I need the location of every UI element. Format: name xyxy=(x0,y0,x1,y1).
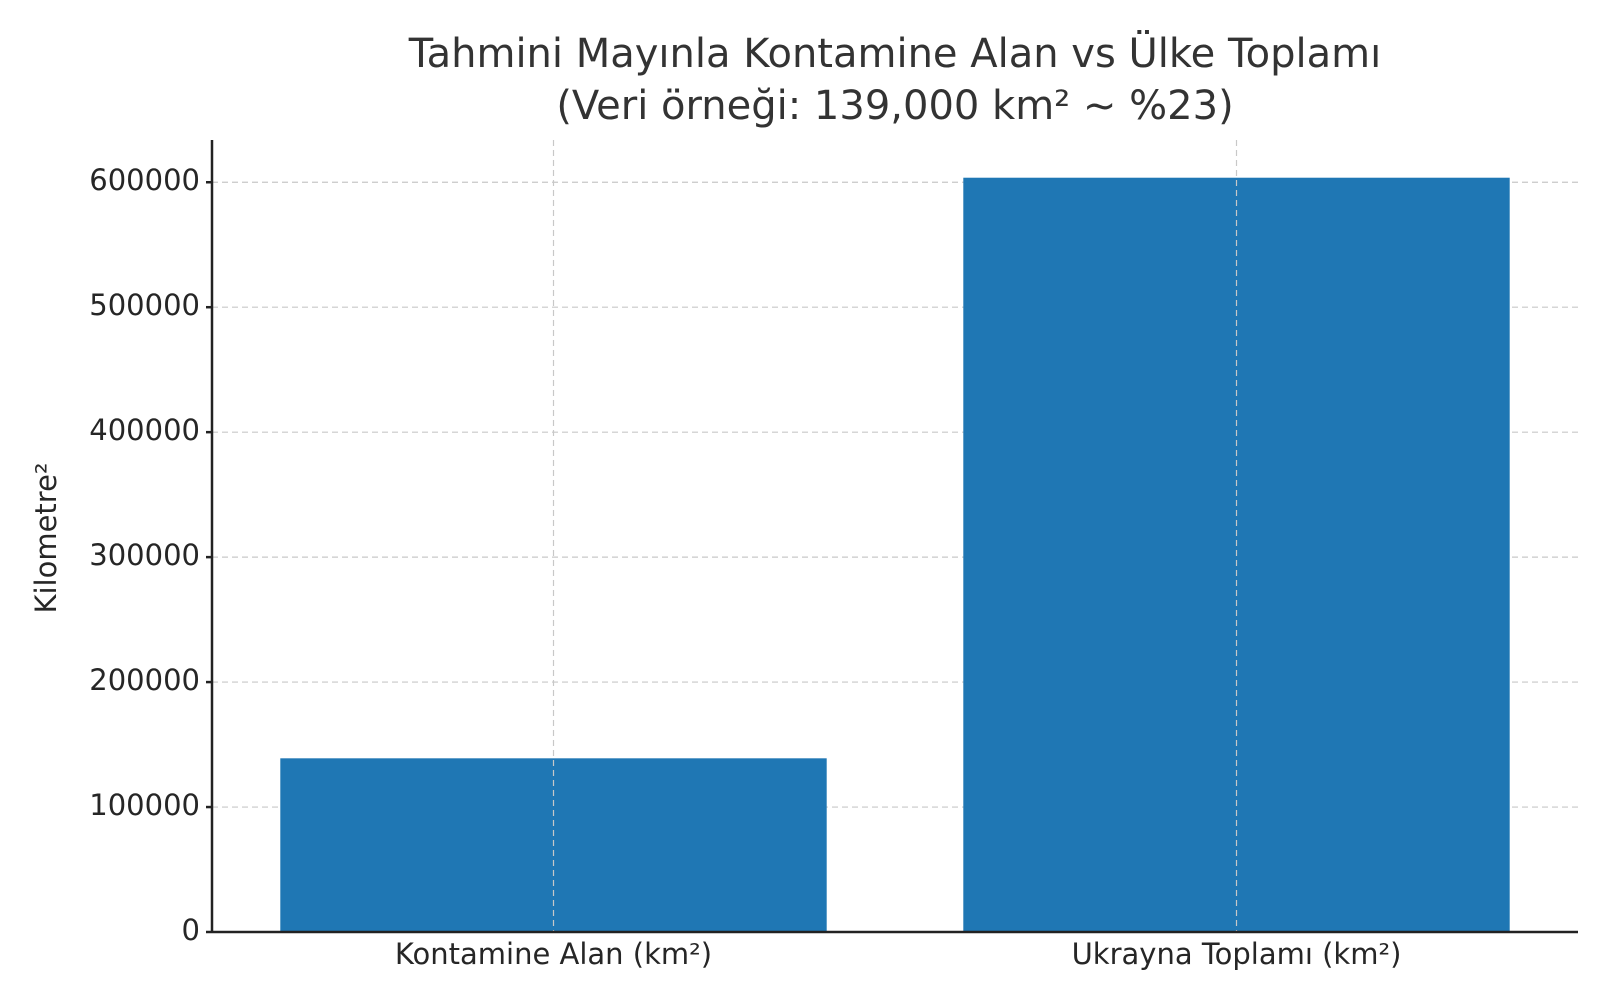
y-tick-label: 200000 xyxy=(89,663,200,697)
y-tick-label: 500000 xyxy=(89,288,200,322)
x-tick-label: Kontamine Alan (km²) xyxy=(395,937,712,971)
y-axis-label: Kilometre² xyxy=(29,462,63,613)
x-tick-label: Ukrayna Toplamı (km²) xyxy=(1072,937,1402,971)
chart-title: Tahmini Mayınla Kontamine Alan vs Ülke T… xyxy=(408,29,1381,77)
y-tick-label: 300000 xyxy=(89,538,200,572)
y-tick-label: 100000 xyxy=(89,788,200,822)
chart-subtitle: (Veri örneği: 139,000 km² ~ %23) xyxy=(556,83,1233,129)
y-tick-label: 400000 xyxy=(89,413,200,447)
y-tick-label: 0 xyxy=(182,913,200,947)
y-tick-label: 600000 xyxy=(89,163,200,197)
